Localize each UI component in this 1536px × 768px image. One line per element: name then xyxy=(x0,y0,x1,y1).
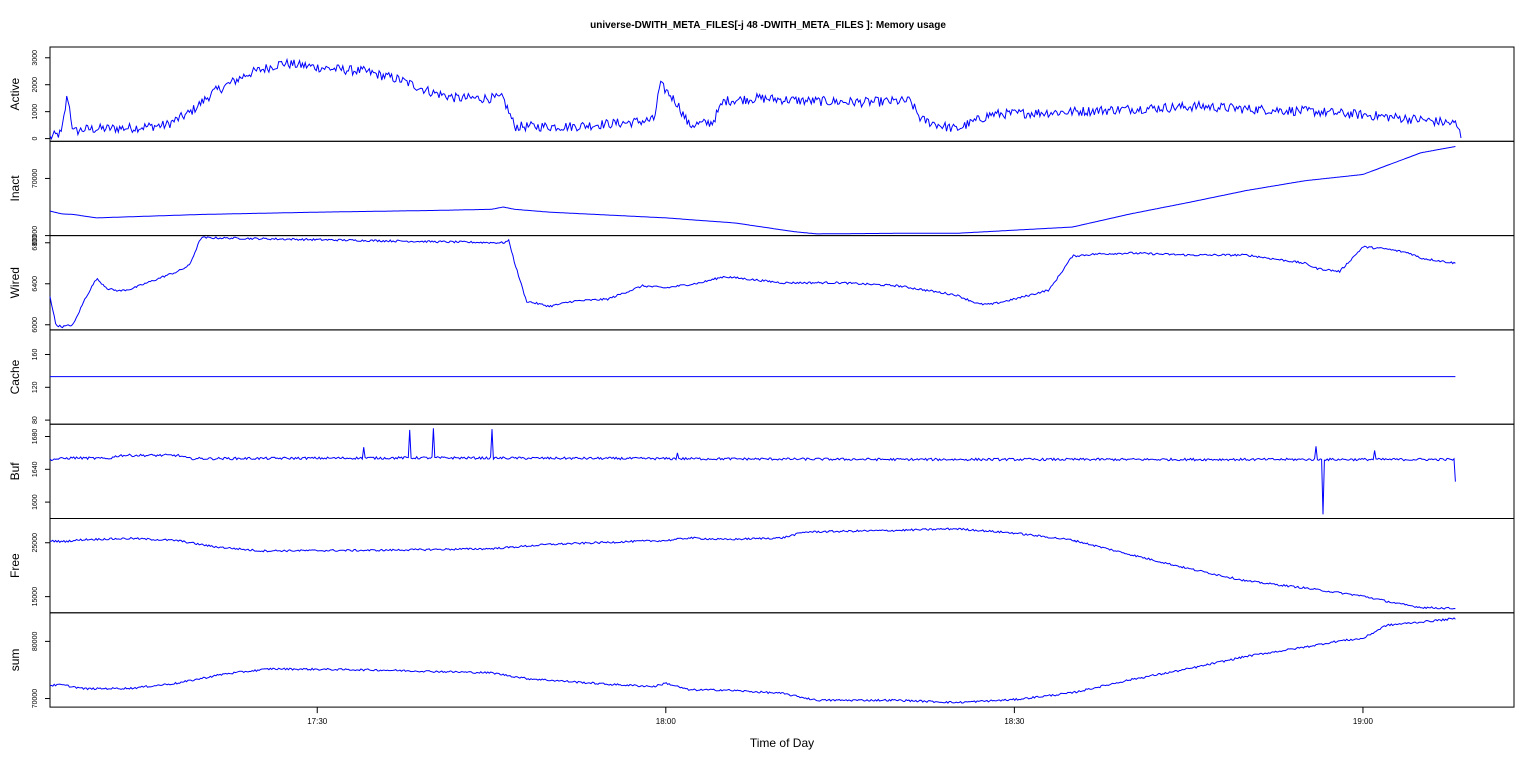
y-tick-label: 25000 xyxy=(32,533,39,553)
x-tick-label: 18:30 xyxy=(1004,717,1025,726)
x-tick-label: 18:00 xyxy=(656,717,677,726)
y-axis-label: sum xyxy=(8,649,22,672)
y-tick-label: 0 xyxy=(32,137,39,141)
panel-frame xyxy=(49,612,1515,708)
y-axis-label: Free xyxy=(8,553,22,578)
y-axis-label: Buf xyxy=(8,462,22,481)
x-axis: 17:30 18:00 18:30 19:00 xyxy=(307,707,1374,726)
y-tick-label: 80000 xyxy=(32,632,39,652)
y-tick-label: 160 xyxy=(32,349,39,361)
y-axis-label: Cache xyxy=(8,359,22,394)
y-tick-label: 3000 xyxy=(32,50,39,66)
panel-buf: Buf 1600 1640 1680 xyxy=(8,423,1515,520)
series-line-sum xyxy=(49,617,1456,704)
y-tick-label: 70000 xyxy=(32,169,39,189)
y-tick-label: 120 xyxy=(32,381,39,393)
panel-frame xyxy=(49,235,1515,331)
panel-inact: Inact 60000 70000 xyxy=(8,140,1515,246)
panel-sum: sum 70000 80000 xyxy=(8,612,1515,709)
x-tick-label: 19:00 xyxy=(1353,717,1374,726)
series-line-buf xyxy=(49,428,1456,515)
panel-frame xyxy=(49,46,1515,142)
panel-frame xyxy=(49,140,1515,237)
panel-frame xyxy=(49,423,1515,520)
y-tick-label: 1680 xyxy=(32,429,39,445)
series-line-inact xyxy=(49,146,1456,235)
y-tick-label: 1640 xyxy=(32,461,39,477)
panels: Active 0 1000 2000 3000 Inact 60000 70000 Wired 6… xyxy=(8,46,1515,709)
chart-title: universe-DWITH_META_FILES[-j 48 -DWITH_M… xyxy=(590,20,946,31)
y-tick-label: 70000 xyxy=(32,689,39,709)
y-tick-label: 6800 xyxy=(32,235,39,251)
y-tick-label: 1600 xyxy=(32,494,39,510)
y-tick-label: 80 xyxy=(32,416,39,424)
panel-free: Free 15000 25000 xyxy=(8,518,1515,614)
y-tick-label: 6000 xyxy=(32,317,39,333)
x-axis-label: Time of Day xyxy=(750,736,814,750)
series-line-active xyxy=(49,57,1462,140)
y-tick-label: 6400 xyxy=(32,276,39,292)
panel-wired: Wired 6000 6400 6800 xyxy=(8,235,1515,333)
y-tick-label: 2000 xyxy=(32,77,39,93)
y-axis-label: Wired xyxy=(8,267,22,298)
series-line-wired xyxy=(49,236,1456,329)
x-tick-label: 17:30 xyxy=(307,717,328,726)
y-axis-label: Inact xyxy=(8,175,22,202)
y-tick-label: 15000 xyxy=(32,587,39,607)
series-line-free xyxy=(49,527,1456,610)
panel-cache: Cache 80 120 160 xyxy=(8,329,1515,425)
y-axis-label: Active xyxy=(8,77,22,110)
panel-active: Active 0 1000 2000 3000 xyxy=(8,46,1515,142)
y-tick-label: 60000 xyxy=(32,226,39,246)
y-tick-label: 1000 xyxy=(32,104,39,120)
panel-frame xyxy=(49,518,1515,614)
